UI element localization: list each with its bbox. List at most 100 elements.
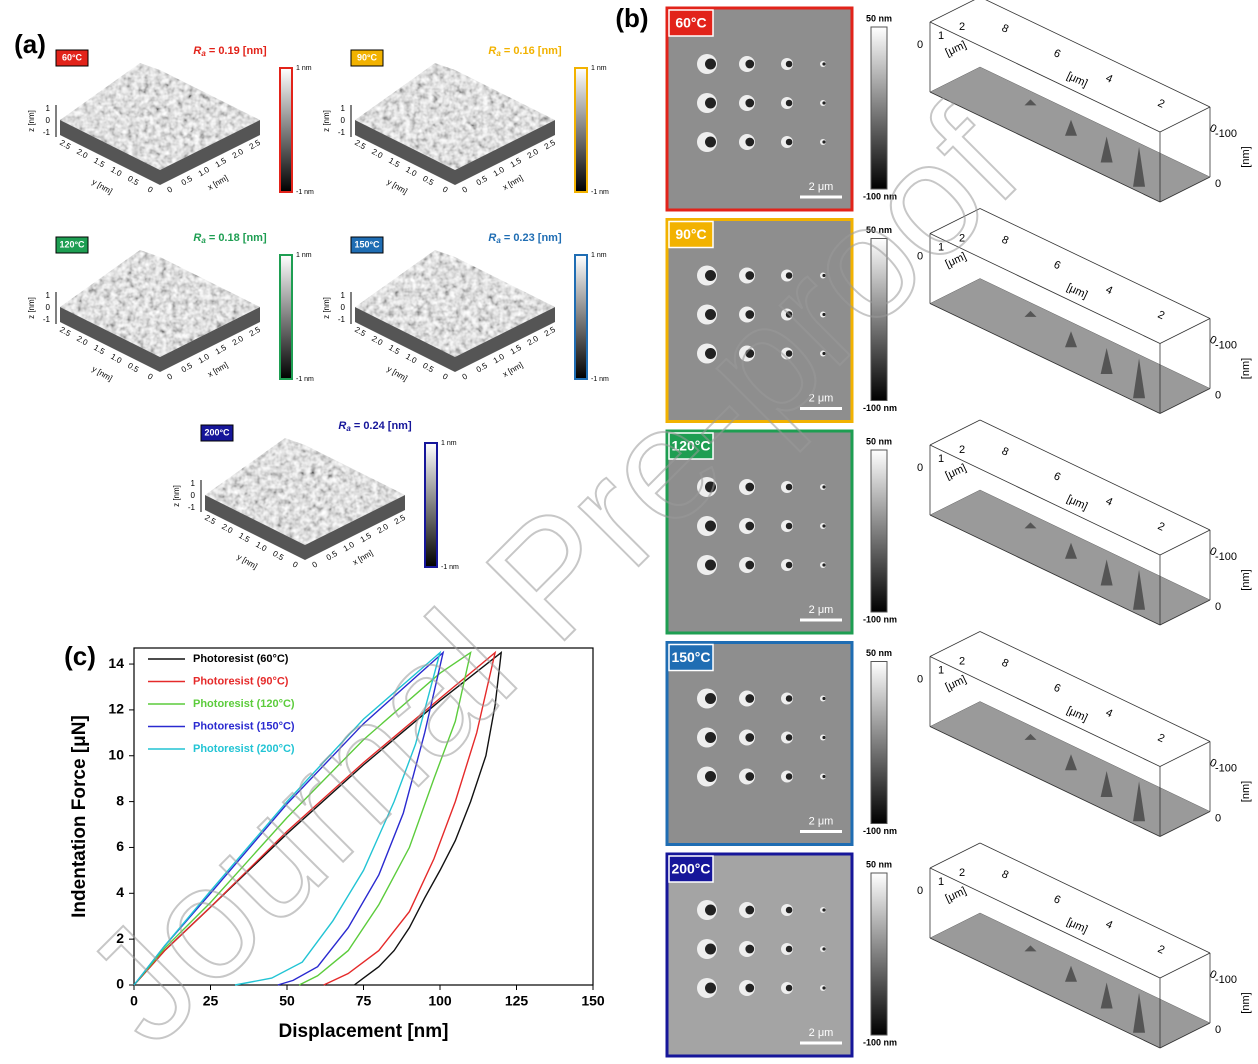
colorbar-label: -1 nm bbox=[591, 189, 609, 196]
colorbar-label: 1 nm bbox=[591, 252, 607, 259]
z-tick-label: -1 bbox=[338, 315, 346, 324]
colorbar-label: 50 nm bbox=[866, 859, 892, 869]
x-tick-label: 2.0 bbox=[376, 522, 391, 536]
ra-value: = 0.23 [nm] bbox=[501, 232, 562, 244]
x-axis-label: x [nm] bbox=[206, 173, 229, 192]
ra-symbol: R bbox=[338, 420, 346, 432]
length-tick-label: 8 bbox=[1000, 22, 1011, 35]
z-axis-label: z [nm] bbox=[172, 485, 181, 507]
length-axis-label: [μm] bbox=[1065, 281, 1090, 301]
x-tick-label: 0 bbox=[166, 371, 175, 381]
length-axis-label: [μm] bbox=[1065, 493, 1090, 513]
page: (a)60°CRa = 0.19 [nm]1 nm-1 nm10-1z [nm]… bbox=[0, 0, 1258, 1064]
depth-tick-label: 1 bbox=[938, 30, 944, 42]
y-tick-label: 1.0 bbox=[404, 165, 419, 179]
x-tick-label: 0.5 bbox=[180, 174, 195, 188]
indent-shadow bbox=[786, 61, 793, 68]
indent-shadow bbox=[745, 561, 754, 570]
profile-box bbox=[1160, 742, 1210, 767]
legend-label: Photoresist (120°C) bbox=[193, 698, 295, 710]
indent-shadow bbox=[786, 946, 793, 953]
indent-shadow bbox=[786, 484, 793, 491]
indent-shadow bbox=[822, 908, 825, 911]
depth-tick-label: 1 bbox=[938, 876, 944, 888]
length-tick-label: 4 bbox=[1104, 72, 1115, 85]
length-tick-label: 4 bbox=[1104, 284, 1115, 297]
y-tick-label: 8 bbox=[116, 792, 124, 808]
indent-shadow bbox=[822, 485, 825, 488]
roughness: Ra = 0.19 [nm] bbox=[193, 45, 267, 58]
colorbar-label: -100 nm bbox=[863, 1037, 897, 1047]
indent-shadow bbox=[705, 59, 716, 70]
colorbar-label: -100 nm bbox=[863, 403, 897, 413]
x-tick-label: 1.0 bbox=[197, 352, 212, 366]
x-axis-label: x [nm] bbox=[206, 360, 229, 379]
z-axis-label: z [nm] bbox=[27, 110, 36, 132]
height-axis-label: [nm] bbox=[1240, 992, 1252, 1013]
z-tick-label: 0 bbox=[46, 303, 51, 312]
surface bbox=[60, 63, 260, 170]
x-tick-label: 2.0 bbox=[231, 334, 246, 348]
y-tick-label: 0.5 bbox=[126, 174, 141, 188]
scale-label: 2 μm bbox=[809, 1027, 834, 1039]
height-axis-label: [nm] bbox=[1240, 146, 1252, 167]
ra-value: = 0.24 [nm] bbox=[351, 420, 412, 432]
colorbar-label: 1 nm bbox=[591, 65, 607, 72]
length-tick-label: 6 bbox=[1052, 259, 1063, 272]
surface bbox=[205, 438, 405, 545]
height-tick-label: 0 bbox=[1215, 1024, 1221, 1036]
colorbar-label: 1 nm bbox=[296, 252, 312, 259]
y-tick-label: 1.5 bbox=[237, 531, 252, 545]
colorbar-label: -1 nm bbox=[296, 189, 314, 196]
y-axis-label: y [nm] bbox=[386, 177, 409, 196]
z-tick-label: 0 bbox=[341, 303, 346, 312]
depth-tick-label: 0 bbox=[917, 462, 923, 474]
x-tick-label: 0.5 bbox=[475, 361, 490, 375]
y-tick-label: 1.5 bbox=[387, 156, 402, 170]
indent-shadow bbox=[745, 60, 754, 69]
colorbar bbox=[871, 450, 887, 612]
y-tick-label: 1.0 bbox=[109, 352, 124, 366]
panel-label: (b) bbox=[615, 3, 648, 33]
depth-axis-label: [μm] bbox=[944, 462, 969, 482]
y-axis-label: y [nm] bbox=[236, 552, 259, 571]
height-tick-label: 0 bbox=[1215, 389, 1221, 401]
x-tick-label: 0.5 bbox=[325, 549, 340, 563]
depth-tick-label: 2 bbox=[959, 444, 965, 456]
height-axis-label: [nm] bbox=[1240, 569, 1252, 590]
depth-tick-label: 0 bbox=[917, 885, 923, 897]
length-tick-label: 8 bbox=[1000, 445, 1011, 458]
y-tick-label: 1.0 bbox=[254, 540, 269, 554]
colorbar bbox=[280, 68, 292, 192]
y-tick-label: 1.0 bbox=[109, 165, 124, 179]
z-tick-label: -1 bbox=[338, 128, 346, 137]
surface bbox=[355, 63, 555, 170]
y-tick-label: 0.5 bbox=[126, 361, 141, 375]
x-tick-label: 1.5 bbox=[214, 343, 229, 357]
y-tick-label: 1.5 bbox=[92, 156, 107, 170]
indent-shadow bbox=[786, 734, 793, 741]
x-tick-label: 100 bbox=[428, 993, 452, 1009]
indent-shadow bbox=[745, 772, 754, 781]
z-tick-label: 1 bbox=[46, 104, 51, 113]
indent-shadow bbox=[745, 138, 754, 147]
indent-shadow bbox=[822, 947, 825, 950]
indent-shadow bbox=[745, 945, 754, 954]
ra-value: = 0.18 [nm] bbox=[206, 232, 267, 244]
indent-shadow bbox=[786, 100, 793, 107]
length-tick-label: 8 bbox=[1000, 657, 1011, 670]
colorbar bbox=[575, 68, 587, 192]
height-axis-label: [nm] bbox=[1240, 781, 1252, 802]
length-axis-label: [μm] bbox=[1065, 70, 1090, 90]
length-tick-label: 4 bbox=[1104, 707, 1115, 720]
y-axis-title: Indentation Force [μN] bbox=[69, 715, 90, 918]
depth-axis-label: [μm] bbox=[944, 885, 969, 905]
colorbar-label: -1 nm bbox=[296, 376, 314, 383]
depth-tick-label: 1 bbox=[938, 453, 944, 465]
z-axis-label: z [nm] bbox=[27, 297, 36, 319]
colorbar-label: 50 nm bbox=[866, 436, 892, 446]
temp-tag-text: 150°C bbox=[671, 649, 710, 665]
y-tick-label: 1.5 bbox=[387, 343, 402, 357]
ra-symbol: R bbox=[488, 232, 496, 244]
height-tick-label: -100 bbox=[1215, 339, 1237, 351]
